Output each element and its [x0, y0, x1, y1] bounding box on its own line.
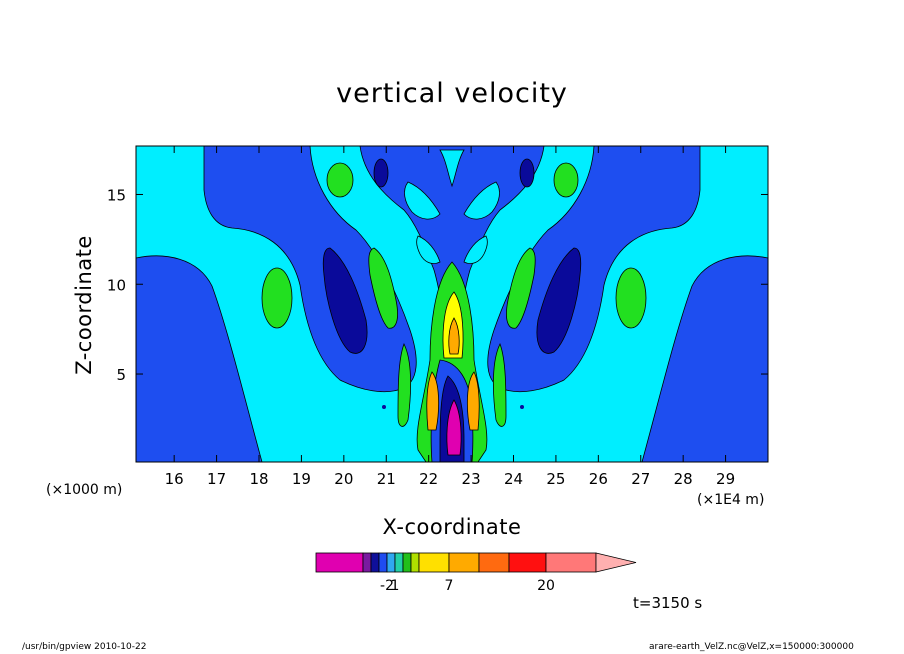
positive-column-peak — [448, 317, 460, 355]
colorbar-swatch — [386, 552, 396, 573]
negative-core-left — [322, 247, 368, 354]
positive-band-left — [368, 247, 398, 329]
y-tick-label: 5 — [116, 366, 126, 384]
positive-blob-right — [615, 267, 647, 329]
x-tick-label: 21 — [377, 470, 396, 488]
chart-title: vertical velocity — [336, 78, 568, 109]
colorbar-tick-label: -2 — [380, 578, 394, 594]
background-gap-5 — [463, 235, 488, 264]
plot-area — [136, 146, 768, 462]
negative-core-top-left — [373, 158, 389, 188]
negative-dot-left — [382, 405, 386, 409]
colorbar-arrow — [595, 552, 637, 573]
colorbar-tick-label: 1 — [391, 578, 400, 594]
colorbar-swatch — [402, 552, 412, 573]
colorbar-swatch — [315, 552, 364, 573]
colorbar-swatch — [545, 552, 597, 573]
positive-blob-upper-left — [326, 162, 354, 198]
background-gap-1 — [404, 181, 441, 220]
colorbar-swatch — [478, 552, 510, 573]
positive-blob-left — [261, 267, 293, 329]
negative-dot-right — [520, 405, 524, 409]
x-tick-label: 23 — [462, 470, 481, 488]
x-tick-label: 18 — [249, 470, 268, 488]
negative-region-right — [641, 255, 768, 462]
x-tick-label: 28 — [674, 470, 693, 488]
colorbar-swatch — [418, 552, 450, 573]
y-tick-label: 15 — [107, 186, 126, 204]
x-axis: 16 17 18 19 20 21 22 23 24 25 26 27 28 29 — [165, 146, 735, 488]
background-gap-3 — [439, 149, 465, 188]
background-gap-2 — [463, 181, 500, 220]
colorbar-swatch — [362, 552, 372, 573]
x-tick-label: 22 — [419, 470, 438, 488]
colorbar-swatch — [370, 552, 380, 573]
negative-core-top-right — [519, 158, 535, 188]
negative-core-magenta — [446, 399, 462, 456]
footer-right-text: arare-earth_VelZ.nc@VelZ,x=150000:300000 — [649, 642, 854, 652]
colorbar-tick-label: 7 — [445, 578, 454, 594]
colorbar-swatch — [378, 552, 388, 573]
x-tick-label: 24 — [504, 470, 523, 488]
x-unit-right-label: (×1E4 m) — [697, 492, 765, 508]
x-tick-label: 17 — [207, 470, 226, 488]
colorbar-tick-label: 20 — [537, 578, 555, 594]
plot-frame — [135, 145, 769, 463]
colorbar-swatch — [410, 552, 420, 573]
x-tick-label: 29 — [716, 470, 735, 488]
x-axis-label: X-coordinate — [382, 515, 522, 539]
x-tick-label: 20 — [334, 470, 353, 488]
positive-band-right — [506, 247, 536, 329]
x-tick-label: 26 — [589, 470, 608, 488]
positive-blob-upper-right — [553, 162, 579, 198]
colorbar-swatch — [448, 552, 480, 573]
y-axis: 5 10 15 — [107, 186, 768, 384]
time-label: t=3150 s — [633, 594, 703, 612]
x-tick-label: 27 — [631, 470, 650, 488]
y-tick-label: 10 — [107, 276, 126, 294]
background-gap-4 — [416, 235, 441, 264]
positive-flank-right — [466, 371, 480, 431]
x-tick-label: 25 — [546, 470, 565, 488]
positive-streak-right — [492, 342, 507, 427]
colorbar: -21 7 20 — [315, 552, 637, 594]
x-unit-left-label: (×1000 m) — [46, 482, 123, 498]
x-tick-label: 16 — [165, 470, 184, 488]
negative-region-left — [136, 255, 263, 462]
positive-streak-left — [397, 342, 412, 427]
x-tick-label: 19 — [292, 470, 311, 488]
colorbar-swatch — [508, 552, 547, 573]
positive-flank-left — [426, 371, 440, 431]
colorbar-swatch — [394, 552, 404, 573]
footer-left-text: /usr/bin/gpview 2010-10-22 — [22, 642, 147, 652]
negative-core-right — [536, 247, 582, 354]
